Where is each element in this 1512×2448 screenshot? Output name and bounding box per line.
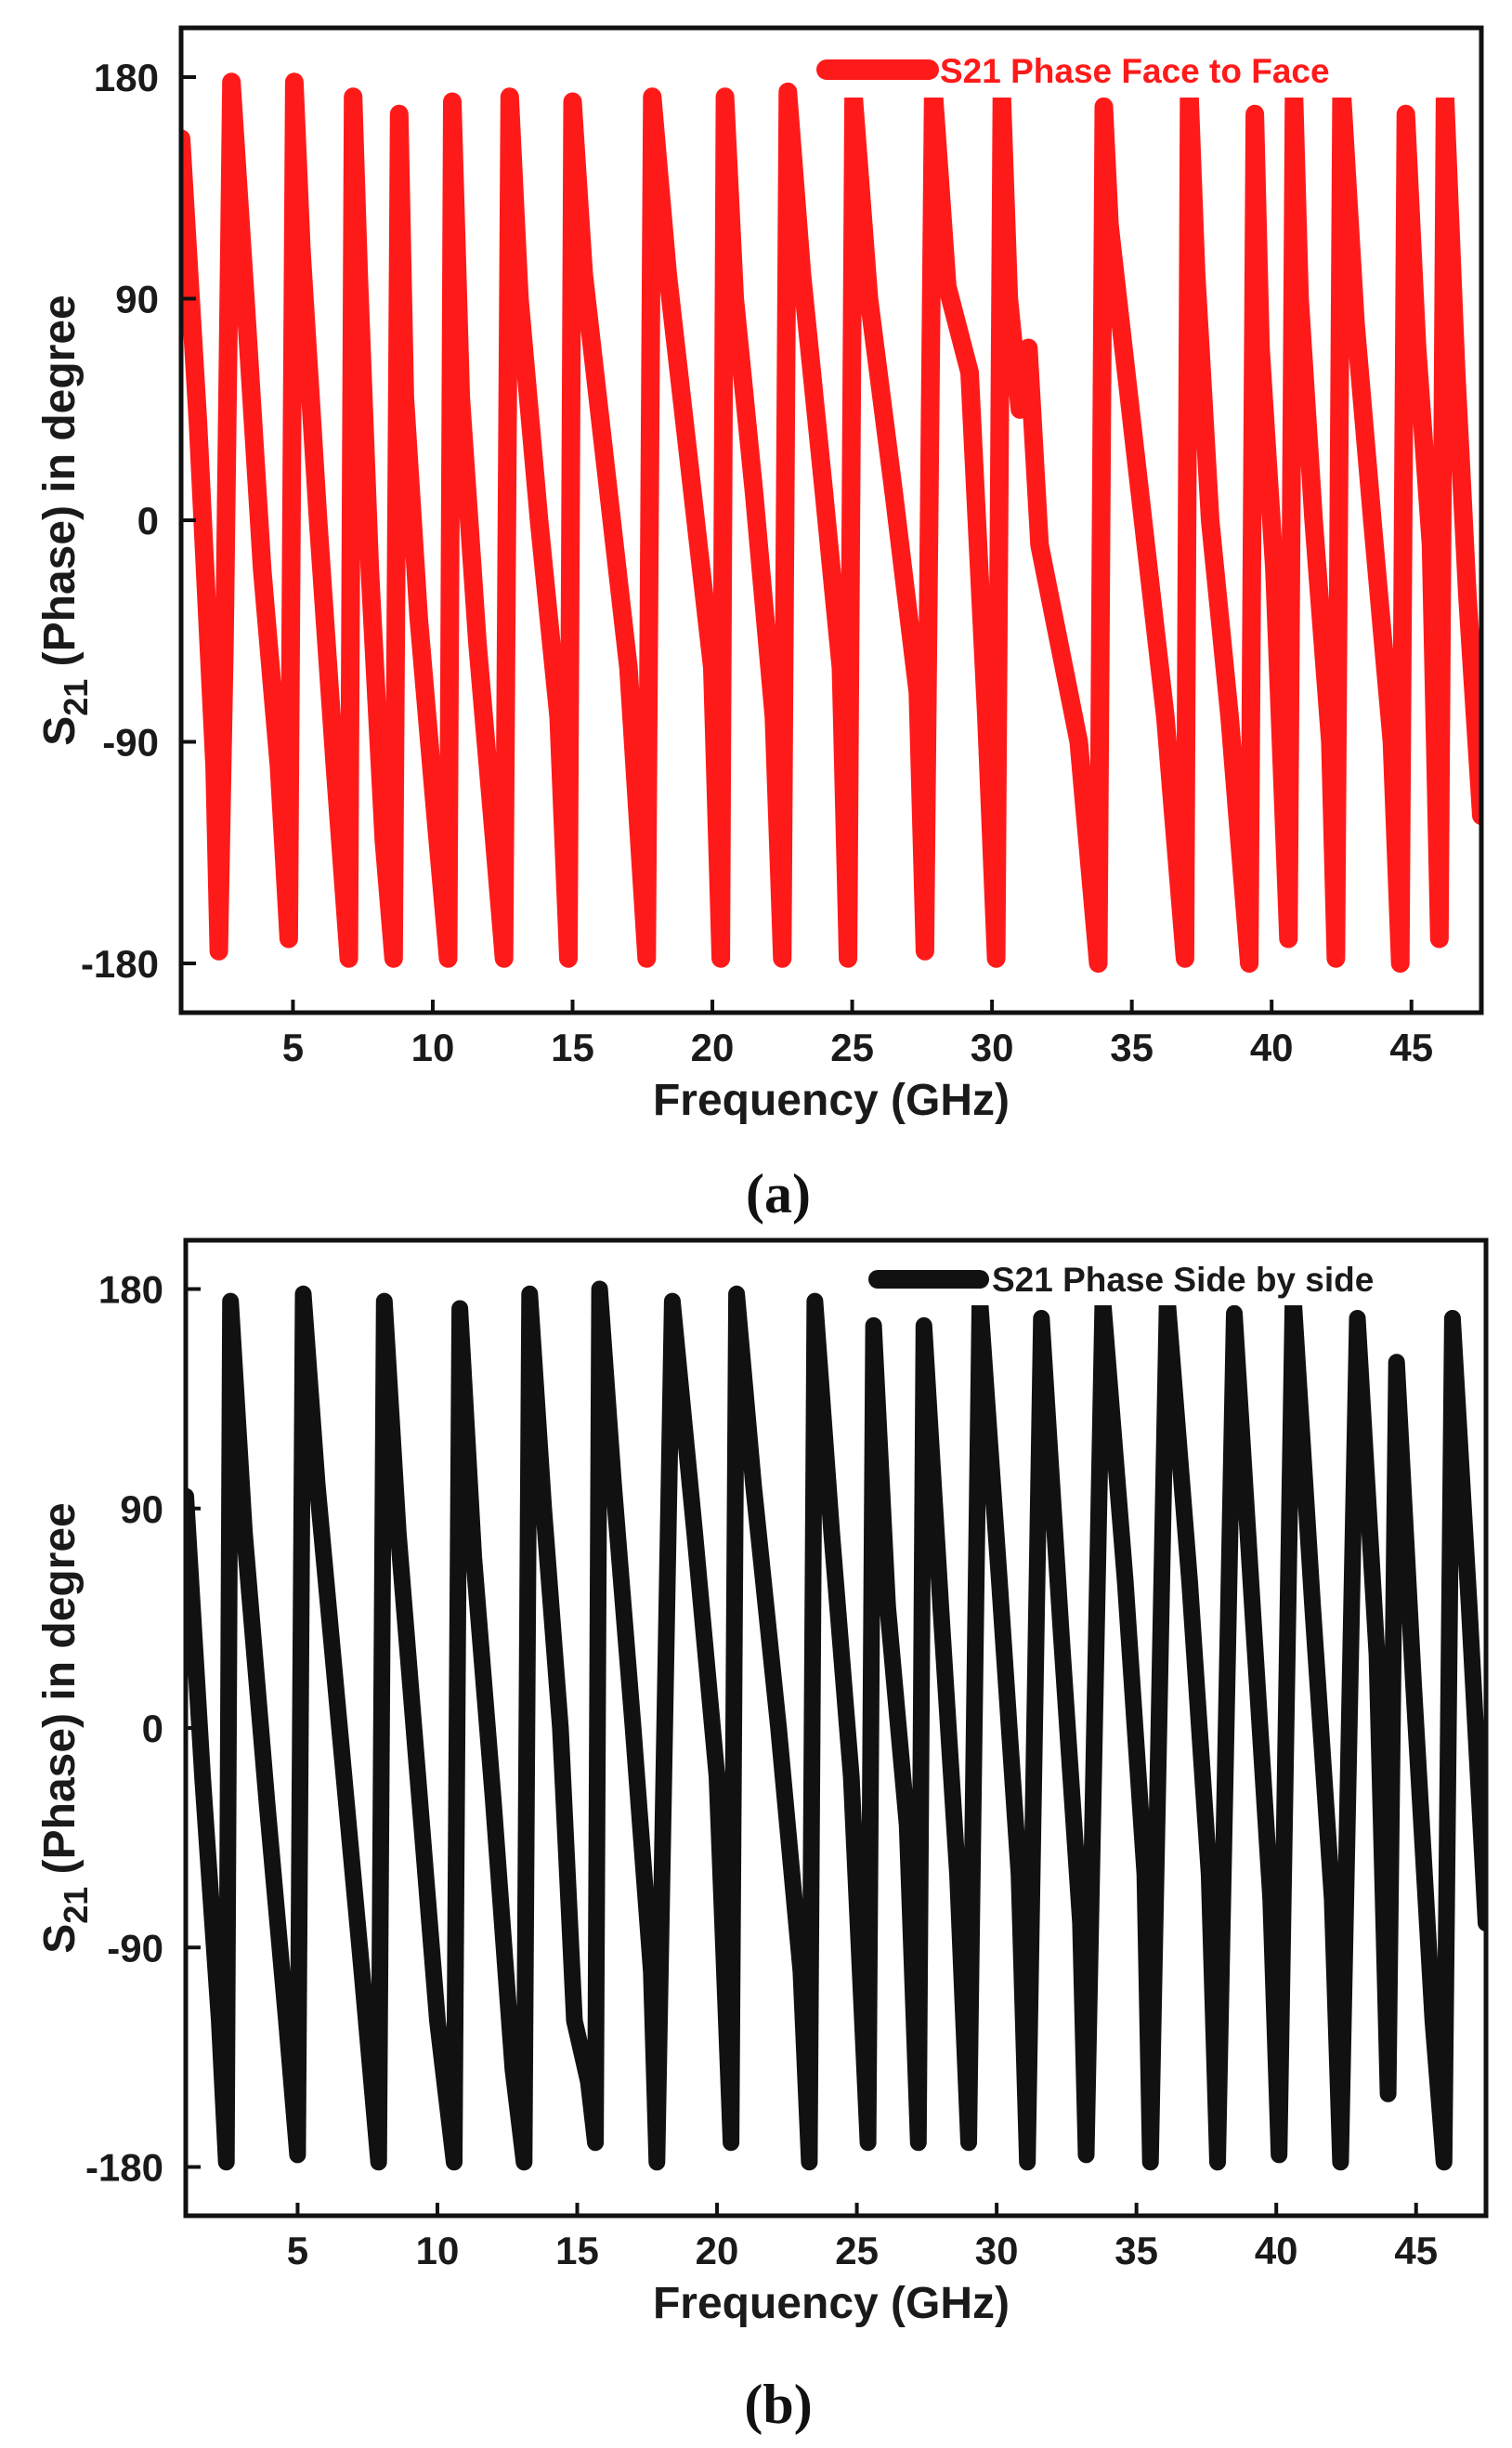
- legend-label: S21 Phase Side by side: [992, 1261, 1374, 1299]
- x-tick-label: 20: [691, 1026, 735, 1069]
- x-tick-label: 45: [1394, 2229, 1438, 2272]
- x-tick-label: 5: [282, 1026, 304, 1069]
- x-tick-label: 35: [1114, 2229, 1158, 2272]
- y-axis-ticks: 180 90 0 -90 -180: [81, 56, 196, 986]
- series-layer: [186, 1280, 1486, 2171]
- x-axis-ticks: 5 10 15 20 25 30 35 40 45: [287, 2203, 1438, 2272]
- chart-panel-a: 5 10 15 20 25 30 35 40 45 180 90 0 -90 -180 Frequenc…: [35, 25, 1484, 1224]
- x-axis-title: Frequency (GHz): [653, 2279, 1010, 2328]
- y-axis-ticks: 180 90 0 -90 -180: [85, 1268, 201, 2190]
- y-tick-label: 0: [137, 499, 159, 543]
- y-tick-label: -90: [102, 721, 159, 765]
- y-tick-label: -90: [107, 1926, 163, 1970]
- x-tick-label: 10: [416, 2229, 460, 2272]
- legend: S21 Phase Side by side: [859, 1254, 1477, 1305]
- y-tick-label: -180: [81, 942, 159, 986]
- x-tick-label: 15: [551, 1026, 594, 1069]
- x-axis-ticks: 5 10 15 20 25 30 35 40 45: [282, 1000, 1433, 1069]
- y-tick-label: 90: [115, 278, 159, 321]
- y-tick-label: 90: [120, 1487, 163, 1531]
- x-tick-label: 35: [1110, 1026, 1154, 1069]
- legend: S21 Phase Face to Face: [808, 42, 1469, 98]
- panel-caption-a: (a): [746, 1163, 811, 1224]
- y-tick-label: 0: [142, 1707, 163, 1750]
- x-tick-label: 10: [411, 1026, 455, 1069]
- x-tick-label: 20: [696, 2229, 739, 2272]
- y-tick-label: -180: [85, 2146, 163, 2190]
- legend-label: S21 Phase Face to Face: [940, 52, 1330, 90]
- y-axis-title: S21 (Phase) in degree: [35, 1502, 95, 1954]
- x-axis-title: Frequency (GHz): [653, 1076, 1010, 1125]
- x-tick-label: 25: [835, 2229, 879, 2272]
- x-tick-label: 5: [287, 2229, 308, 2272]
- y-tick-label: 180: [98, 1268, 163, 1312]
- x-tick-label: 30: [975, 2229, 1019, 2272]
- y-axis-title: S21 (Phase) in degree: [35, 295, 95, 746]
- x-tick-label: 45: [1389, 1026, 1433, 1069]
- series-line: [186, 1280, 1486, 2171]
- panel-caption-b: (b): [744, 2374, 812, 2435]
- x-tick-label: 40: [1250, 1026, 1294, 1069]
- x-tick-label: 40: [1255, 2229, 1298, 2272]
- x-tick-label: 25: [830, 1026, 874, 1069]
- x-tick-label: 15: [555, 2229, 599, 2272]
- y-tick-label: 180: [94, 56, 159, 99]
- series-layer: [181, 72, 1481, 973]
- x-tick-label: 30: [971, 1026, 1014, 1069]
- chart-panel-b: 5 10 15 20 25 30 35 40 45 180 90 0 -90 -180 Frequenc…: [35, 1237, 1489, 2435]
- series-line: [181, 72, 1481, 973]
